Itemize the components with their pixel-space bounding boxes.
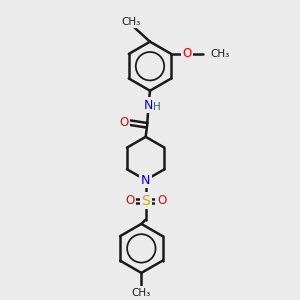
Text: O: O bbox=[182, 47, 192, 60]
Text: H: H bbox=[153, 102, 160, 112]
Text: O: O bbox=[125, 194, 134, 207]
Text: CH₃: CH₃ bbox=[132, 287, 151, 298]
Text: CH₃: CH₃ bbox=[122, 17, 141, 27]
Text: S: S bbox=[141, 194, 150, 208]
Text: CH₃: CH₃ bbox=[210, 49, 230, 59]
Text: O: O bbox=[157, 194, 166, 207]
Text: O: O bbox=[119, 116, 129, 129]
Text: N: N bbox=[144, 99, 153, 112]
Text: N: N bbox=[141, 174, 150, 187]
